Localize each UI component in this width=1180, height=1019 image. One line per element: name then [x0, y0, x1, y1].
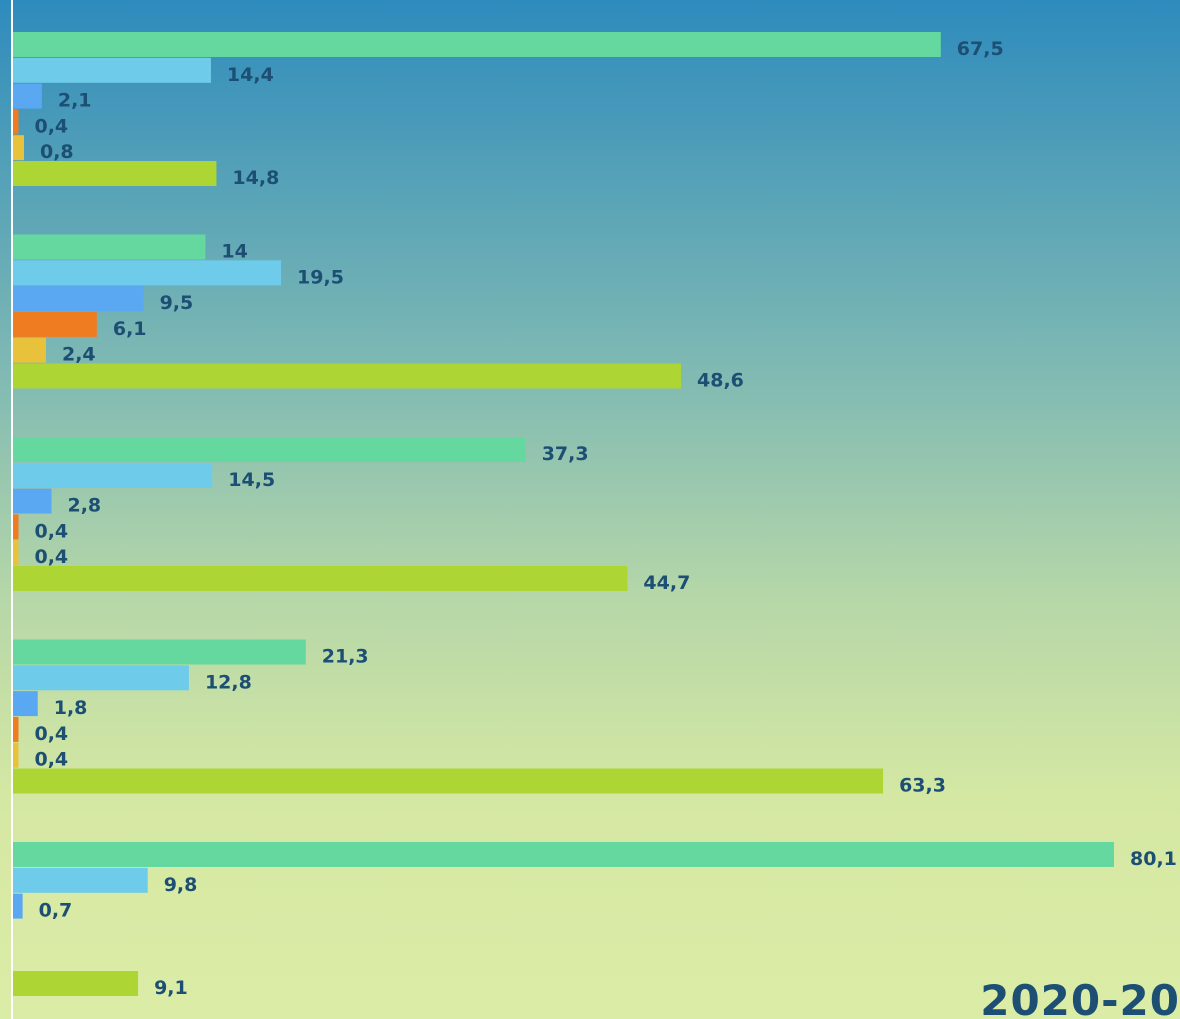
data-label: 48,6 — [697, 370, 744, 392]
bar — [13, 363, 682, 389]
data-label: 67,5 — [957, 38, 1004, 60]
bar — [13, 742, 19, 768]
bar — [13, 514, 19, 540]
bar — [13, 135, 24, 161]
data-label: 21,3 — [322, 646, 369, 668]
data-label: 2,8 — [67, 495, 101, 517]
bar — [13, 971, 139, 996]
bar — [13, 540, 19, 566]
bar — [13, 32, 941, 57]
data-label: 0,4 — [34, 723, 68, 745]
bar — [13, 716, 19, 742]
data-label: 9,5 — [160, 292, 194, 314]
bar — [13, 260, 282, 286]
bar — [13, 566, 628, 591]
year-label: 2020-20 — [980, 976, 1180, 1019]
data-label: 80,1 — [1130, 848, 1177, 870]
data-label: 14,4 — [227, 64, 274, 86]
data-label: 14,8 — [232, 167, 279, 189]
data-label: 1,8 — [54, 697, 88, 719]
data-label: 2,4 — [62, 344, 96, 366]
bar — [13, 437, 526, 462]
bar — [13, 691, 38, 717]
data-label: 44,7 — [643, 572, 690, 594]
bar — [13, 161, 217, 186]
data-label: 63,3 — [899, 775, 946, 797]
bar — [13, 639, 306, 665]
bar — [13, 665, 189, 691]
data-label: 0,8 — [40, 141, 74, 163]
bar — [13, 462, 213, 488]
data-label: 9,8 — [164, 874, 198, 896]
data-label: 12,8 — [205, 671, 252, 693]
bar — [13, 311, 97, 337]
data-label: 19,5 — [297, 266, 344, 288]
bar — [13, 286, 144, 312]
data-label: 0,4 — [34, 520, 68, 542]
bar — [13, 337, 46, 363]
bar — [13, 768, 884, 794]
data-label: 14 — [221, 241, 247, 263]
bar — [13, 893, 23, 919]
bar — [13, 488, 52, 514]
bar — [13, 83, 42, 109]
data-label: 0,4 — [34, 115, 68, 137]
data-label: 0,4 — [34, 546, 68, 568]
data-label: 6,1 — [113, 318, 147, 340]
data-label: 2,1 — [58, 90, 92, 112]
data-label: 37,3 — [542, 443, 589, 465]
data-label: 0,4 — [34, 749, 68, 771]
bar — [13, 234, 206, 260]
data-label: 9,1 — [154, 977, 188, 999]
data-label: 0,7 — [39, 900, 73, 922]
bar — [13, 109, 19, 135]
bar — [13, 842, 1114, 867]
data-label: 14,5 — [228, 469, 275, 491]
bar — [13, 867, 148, 893]
bar — [13, 57, 211, 83]
